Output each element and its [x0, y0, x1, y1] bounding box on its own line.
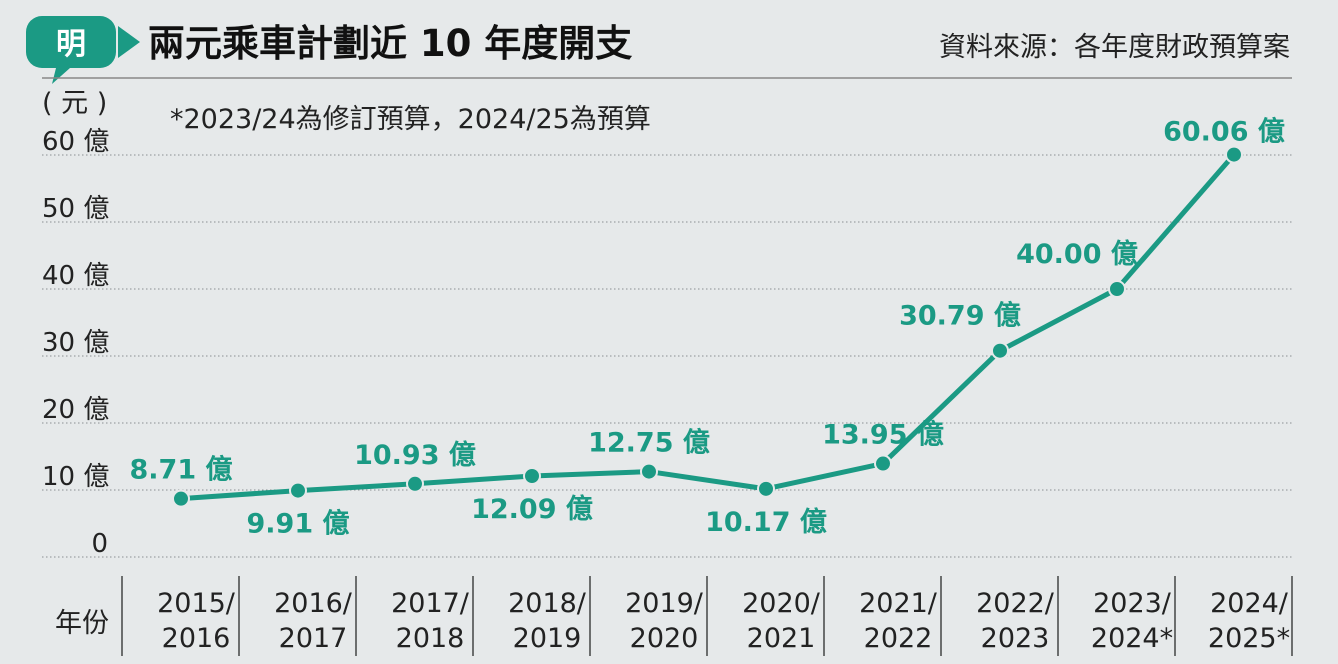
data-label: 12.09 億: [471, 494, 593, 525]
x-tick-label: 2021/2022: [859, 588, 938, 654]
x-tick-label: 2019/2020: [625, 588, 704, 654]
data-point-5: [757, 479, 775, 498]
x-tick-label: 2023/2024*: [1091, 588, 1173, 654]
data-label: 10.93 億: [354, 440, 476, 471]
data-label: 60.06 億: [1163, 117, 1285, 148]
data-label: 40.00 億: [1016, 239, 1138, 270]
x-tick-label: 2022/2023: [976, 588, 1055, 654]
x-tick-line2: 2018: [396, 623, 465, 654]
chart-note: *2023/24為修訂預算，2024/25為預算: [170, 104, 651, 135]
x-tick-line2: 2025*: [1208, 623, 1290, 654]
x-tick-line1: 2017/: [391, 588, 470, 619]
x-axis-label: 年份: [55, 608, 109, 639]
y-tick-label: 10 億: [42, 462, 109, 492]
x-tick-label: 2018/2019: [508, 588, 587, 654]
x-tick-label: 2016/2017: [274, 588, 353, 654]
x-tick-line1: 2020/: [742, 588, 821, 619]
y-axis-ticks: 0 10 億 20 億 30 億 40 億 50 億 60 億: [42, 127, 109, 559]
gridlines: [42, 154, 1292, 558]
x-tick-line1: 2024/: [1210, 588, 1289, 619]
data-point-6: [874, 454, 892, 473]
data-labels: 8.71 億 9.91 億 10.93 億 12.09 億 12.75 億 10.17 億…: [129, 117, 1284, 540]
x-tick-line1: 2021/: [859, 588, 938, 619]
unit-label: ( 元 ): [42, 88, 107, 119]
x-tick-line1: 2016/: [274, 588, 353, 619]
data-label: 13.95 億: [822, 420, 944, 451]
x-tick-label: 2017/2018: [391, 588, 470, 654]
logo-glyph: 明: [56, 27, 86, 62]
x-tick-line2: 2020: [630, 623, 699, 654]
x-tick-line2: 2016: [162, 623, 231, 654]
x-tick-line1: 2019/: [625, 588, 704, 619]
data-point-4: [640, 462, 658, 481]
y-tick-label: 60 億: [42, 127, 109, 157]
chart-title: 兩元乘車計劃近 10 年度開支: [148, 22, 632, 65]
series-line-group: [172, 145, 1243, 508]
y-tick-label: 0: [91, 529, 108, 559]
x-tick-line2: 2024*: [1091, 623, 1173, 654]
x-tick-line1: 2018/: [508, 588, 587, 619]
x-tick-label: 2020/2021: [742, 588, 821, 654]
data-point-1: [289, 481, 307, 500]
y-tick-label: 50 億: [42, 194, 109, 224]
data-point-0: [172, 489, 190, 508]
x-tick-line1: 2015/: [157, 588, 236, 619]
y-tick-label: 30 億: [42, 328, 109, 358]
data-label: 30.79 億: [899, 301, 1021, 332]
data-point-9: [1225, 145, 1243, 164]
data-point-3: [523, 466, 541, 485]
data-point-2: [406, 474, 424, 493]
data-label: 9.91 億: [246, 509, 349, 540]
x-tick-line2: 2019: [513, 623, 582, 654]
series-line: [180, 152, 1236, 502]
source-text: 資料來源：各年度財政預算案: [939, 32, 1290, 63]
x-axis: 年份 2015/20162016/20172017/20182018/20192…: [55, 576, 1293, 656]
y-tick-label: 40 億: [42, 261, 109, 291]
x-tick-line1: 2023/: [1093, 588, 1172, 619]
x-tick-line2: 2021: [747, 623, 816, 654]
x-tick-line1: 2022/: [976, 588, 1055, 619]
data-label: 10.17 億: [705, 507, 827, 538]
x-tick-line2: 2017: [279, 623, 348, 654]
x-tick-label: 2024/2025*: [1208, 588, 1290, 654]
logo-badge: 明: [26, 16, 140, 84]
x-tick-line2: 2023: [981, 623, 1050, 654]
y-tick-label: 20 億: [42, 395, 109, 425]
data-label: 8.71 億: [129, 455, 232, 486]
x-tick-label: 2015/2016: [157, 588, 236, 654]
data-point-7: [991, 341, 1009, 360]
data-label: 12.75 億: [588, 428, 710, 459]
data-point-8: [1108, 280, 1126, 298]
x-tick-line2: 2022: [864, 623, 933, 654]
